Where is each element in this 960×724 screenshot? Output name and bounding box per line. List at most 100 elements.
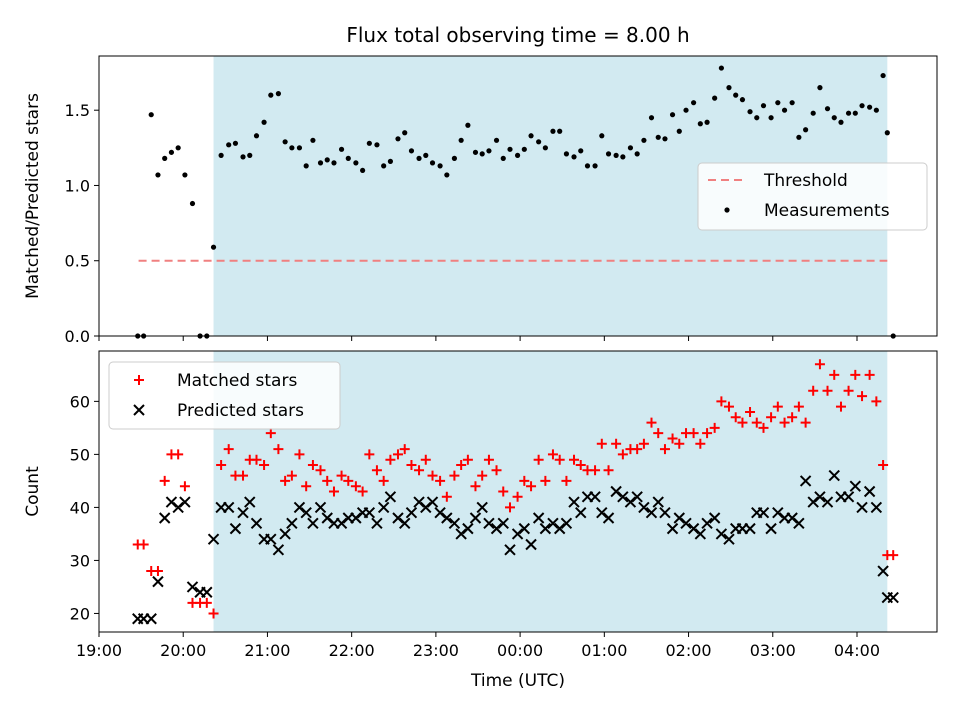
bottom-predicted-point [870,501,883,514]
top-measurement-point [662,136,668,142]
bottom-predicted-point [250,517,263,530]
bottom-predicted-point [420,501,432,514]
bottom-matched-point [730,412,741,423]
bottom-matched-point [519,475,530,486]
top-measurement-point [838,119,844,125]
top-measurement-point [852,110,858,116]
top-measurement-point [374,142,380,148]
top-measurement-point [408,148,415,154]
legend-matched-label: Matched stars [177,371,297,391]
bottom-y-tick-label: 50 [70,445,90,464]
bottom-predicted-point [723,533,735,545]
bottom-matched-point [251,454,262,465]
bottom-y-tick-label: 60 [70,392,90,411]
bottom-matched-point [378,475,389,486]
bottom-predicted-point [165,496,178,508]
top-measurement-point [704,119,710,125]
bottom-predicted-point [807,496,819,508]
bottom-matched-point [328,486,339,497]
bottom-matched-point [322,475,333,486]
top-measurement-point [718,65,724,71]
bottom-matched-point [414,465,425,476]
bottom-matched-point [470,481,481,492]
bottom-matched-point [179,481,190,492]
x-tick-label: 01:00 [581,641,627,660]
bottom-predicted-point [602,512,615,524]
bottom-predicted-point [673,512,685,524]
top-measurement-point [563,151,570,157]
bottom-predicted-point [286,517,298,530]
bottom-predicted-point [279,528,291,540]
legend-threshold-label: Threshold [763,171,848,191]
top-measurement-point [189,200,196,207]
top-measurement-point [641,137,647,143]
bottom-predicted-point [539,522,552,535]
top-measurement-point [789,100,795,106]
bottom-predicted-point [172,501,184,514]
bottom-predicted-point [158,512,171,524]
top-measurement-point [395,136,401,142]
top-measurement-point [578,148,584,154]
bottom-predicted-point [392,512,404,524]
top-measurement-point [226,142,232,148]
bottom-matched-point [850,369,861,380]
top-measurement-point [691,100,697,106]
bottom-predicted-point [849,480,862,492]
bottom-matched-point [569,454,580,465]
x-tick-label: 20:00 [160,641,206,660]
top-measurement-point [148,112,154,118]
bottom-predicted-point [405,507,418,519]
bottom-predicted-point [757,507,770,519]
bottom-matched-point [653,428,664,439]
bottom-matched-point [265,428,276,439]
top-measurement-point [155,172,161,178]
bottom-matched-point [547,449,558,460]
top-measurement-point [282,139,288,145]
bottom-predicted-point [877,565,889,577]
top-measurement-point [536,139,542,145]
bottom-predicted-point [186,581,199,593]
bottom-predicted-point [497,517,509,530]
bottom-matched-point [871,396,882,407]
bottom-predicted-point [821,496,834,508]
bottom-predicted-point [765,522,777,535]
bottom-predicted-point [413,496,425,508]
bottom-matched-point [864,369,875,380]
top-measurement-point [542,145,548,151]
bottom-predicted-point [237,507,249,519]
top-measurement-point [817,85,823,91]
bottom-predicted-point [638,501,650,514]
top-measurement-point [353,160,359,166]
bottom-predicted-point [441,512,453,524]
bottom-predicted-point [631,491,643,503]
bottom-predicted-point [469,512,482,524]
bottom-matched-point [793,401,804,412]
bottom-predicted-point [307,517,319,530]
x-tick-label: 03:00 [750,641,796,660]
x-tick-label: 04:00 [834,641,880,660]
bottom-predicted-point [553,522,566,535]
bottom-predicted-point [384,491,397,503]
top-measurement-point [859,103,865,109]
bottom-matched-point [808,385,819,396]
x-tick-label: 23:00 [413,641,459,660]
top-measurement-point [338,146,345,152]
bottom-predicted-point [624,496,637,508]
top-y-tick-label: 0.0 [65,327,90,346]
bottom-matched-point [575,459,586,470]
bottom-predicted-point [272,544,285,556]
bottom-predicted-point [201,586,213,598]
legend-measurements-swatch [724,207,730,213]
top-measurement-point [599,133,605,139]
bottom-predicted-point [532,512,545,524]
top-measurement-point [557,128,563,134]
bottom-matched-point [632,444,643,455]
top-measurement-point [507,146,513,152]
bottom-predicted-point [814,491,826,503]
top-measurement-point [775,100,781,106]
bottom-predicted-point [434,507,446,519]
bottom-matched-point [554,454,565,465]
top-measurement-point [345,155,351,161]
top-measurement-point [317,160,324,166]
bottom-predicted-point [680,517,692,530]
